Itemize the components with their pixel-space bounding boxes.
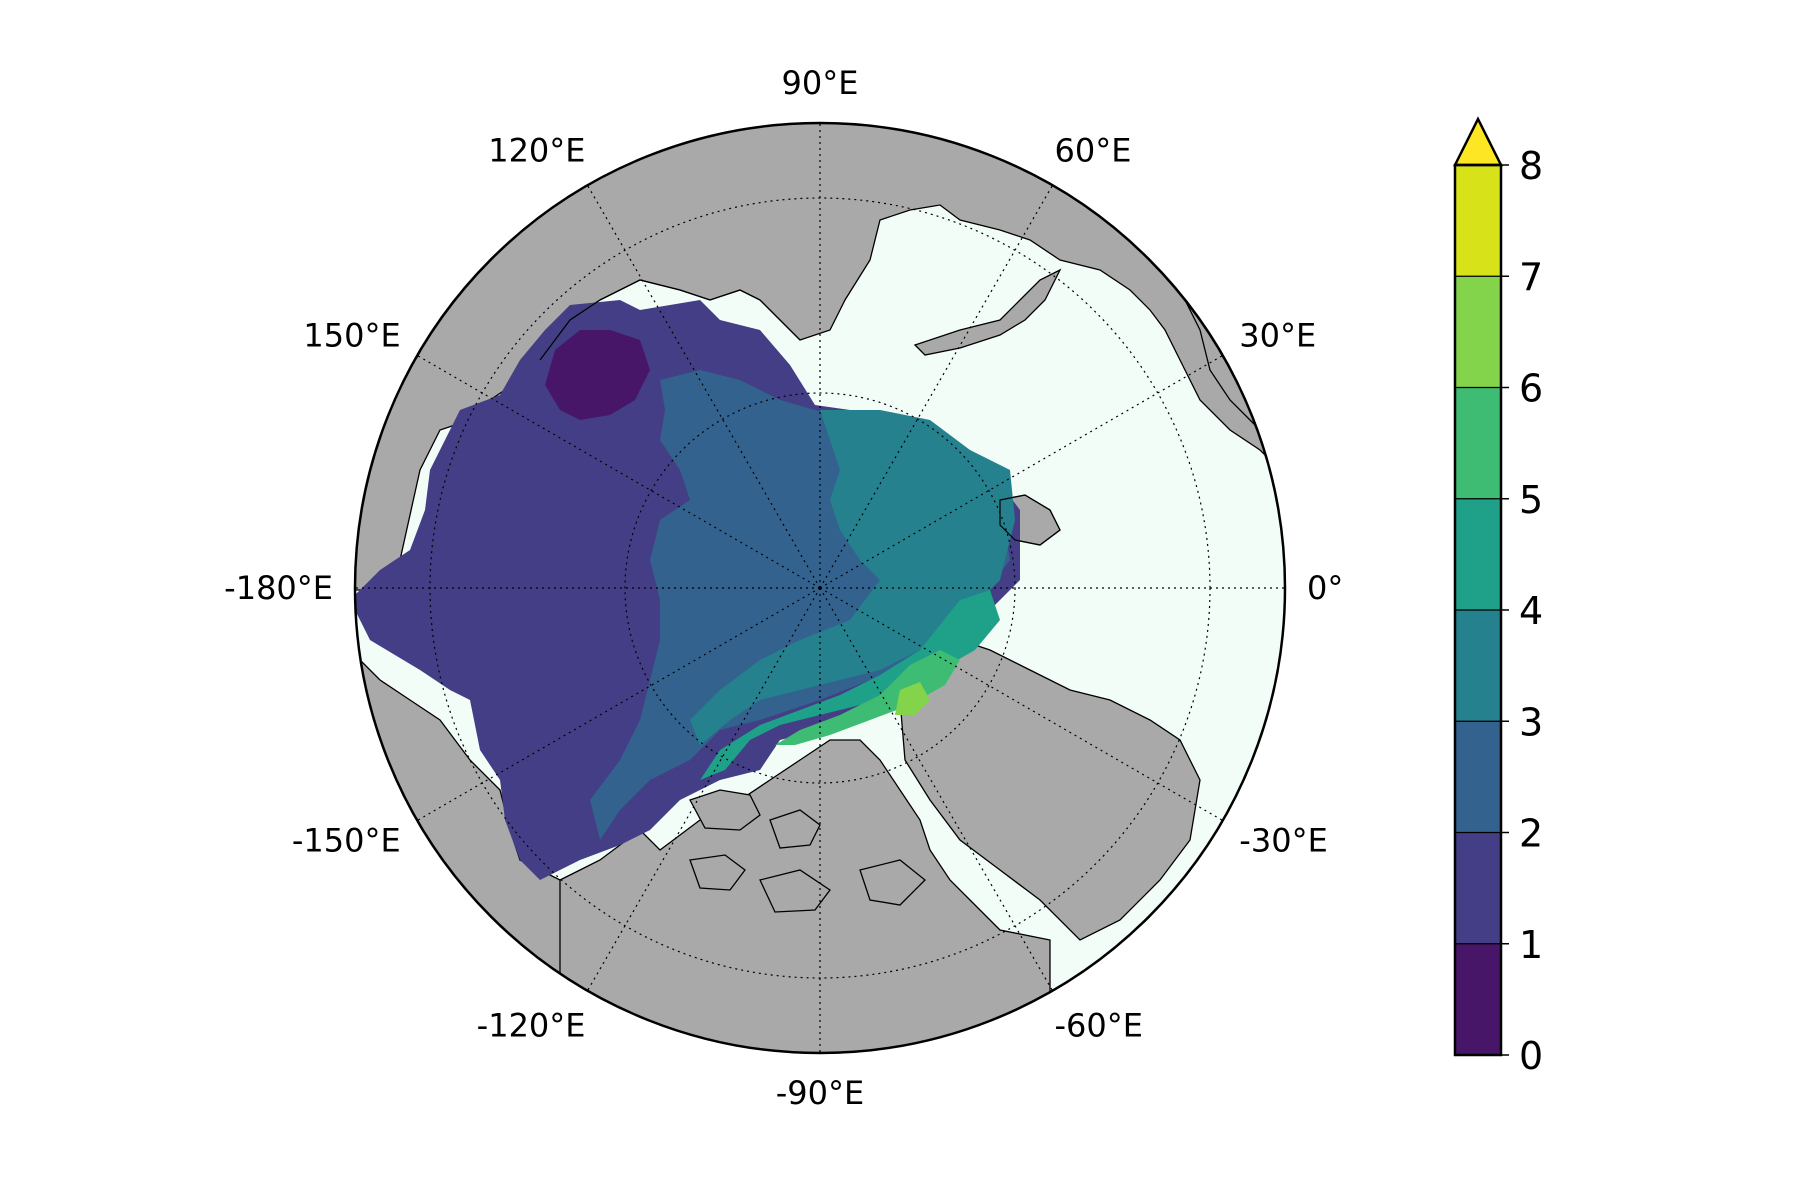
land-archipelago-2 <box>769 809 821 849</box>
latitude-circle-80 <box>624 392 1016 784</box>
colorbar-tick-label: 6 <box>1519 367 1543 411</box>
contour-band-5 <box>775 650 960 745</box>
colorbar: 0 1 2 3 4 5 6 7 8 <box>1452 116 1543 1078</box>
land-archipelago-3 <box>689 854 746 891</box>
longitude-label: -150°E <box>292 822 401 860</box>
colorbar-segment <box>1455 276 1501 388</box>
colorbar-segment <box>1455 721 1501 833</box>
colorbar-tick-label: 7 <box>1519 255 1543 299</box>
colorbar-tick-label: 3 <box>1519 700 1543 744</box>
colorbar-tick-label: 0 <box>1519 1034 1543 1078</box>
longitude-label: 30°E <box>1239 317 1316 355</box>
contour-band-6 <box>895 682 930 715</box>
longitude-label: 0° <box>1307 569 1343 607</box>
land-greenland <box>899 639 1201 941</box>
longitude-label: 90°E <box>782 64 859 102</box>
colorbar-extend-triangle <box>1452 116 1504 167</box>
colorbar-tick-label: 5 <box>1519 478 1543 522</box>
longitude-label: -60°E <box>1055 1006 1143 1044</box>
coast-svalbard <box>999 494 1061 546</box>
colorbar-tick-label: 2 <box>1519 812 1543 856</box>
land-archipelago-4 <box>759 869 831 913</box>
colorbar-segment <box>1455 832 1501 944</box>
land-archipelago-5 <box>859 859 926 906</box>
contour-band-0 <box>545 330 650 420</box>
colorbar-segment <box>1455 943 1501 1055</box>
colorbar-segment <box>1455 610 1501 722</box>
map-boundary <box>353 121 1287 1055</box>
colorbar-tick-label: 8 <box>1519 144 1543 188</box>
colorbar-segment <box>1455 387 1501 499</box>
contour-field <box>355 300 1020 880</box>
longitude-labels: 90°E 60°E 30°E 0° -30°E -60°E -90°E -120°E -150°… <box>224 64 1343 1112</box>
colorbar-segment <box>1455 165 1501 277</box>
land-archipelago-1 <box>689 789 761 831</box>
colorbar-segment <box>1455 498 1501 610</box>
longitude-label: -30°E <box>1239 822 1327 860</box>
longitude-label: -90°E <box>776 1074 864 1112</box>
contour-band-4 <box>700 590 1000 780</box>
longitude-label: 150°E <box>303 317 400 355</box>
land-novaya-zemlya <box>913 268 1062 356</box>
colorbar-tick-label: 4 <box>1519 589 1543 633</box>
contour-band-3 <box>690 410 1015 745</box>
graticule <box>355 123 1285 1053</box>
longitude-label: 60°E <box>1055 132 1132 170</box>
longitude-label: 120°E <box>488 132 585 170</box>
coastline-overlay <box>539 279 1061 546</box>
longitude-label: -120°E <box>477 1006 586 1044</box>
longitude-label: -180°E <box>224 569 333 607</box>
coast-siberia <box>539 279 801 361</box>
colorbar-tick-label: 1 <box>1519 923 1543 967</box>
